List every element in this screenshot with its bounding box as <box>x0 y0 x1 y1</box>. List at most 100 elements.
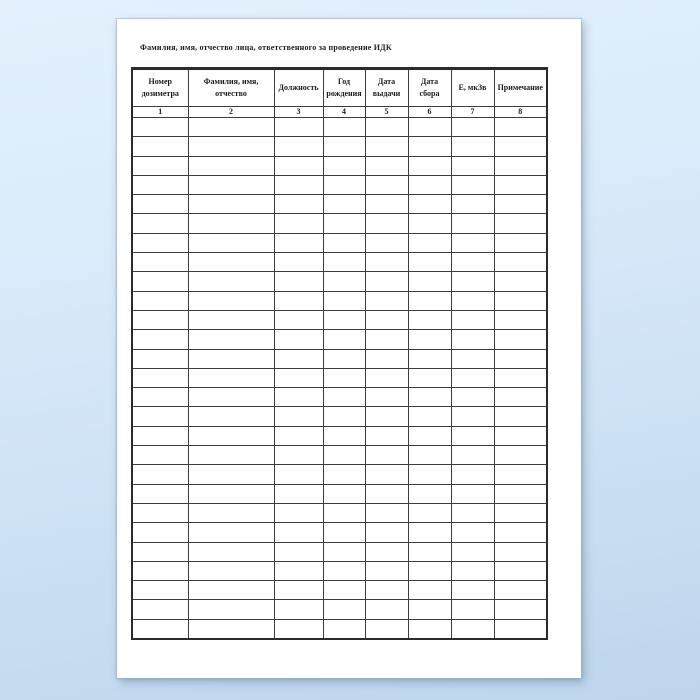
empty-cell <box>273 599 324 620</box>
empty-cell <box>364 618 409 640</box>
table-row <box>131 522 548 543</box>
empty-cell <box>450 502 495 524</box>
empty-cell <box>407 309 452 331</box>
table-row <box>131 271 548 292</box>
empty-cell <box>322 252 366 273</box>
empty-cell <box>322 232 366 254</box>
empty-cell <box>407 136 452 157</box>
empty-cell <box>131 329 189 350</box>
empty-cell <box>407 502 452 524</box>
empty-cell <box>493 445 548 466</box>
empty-cell <box>131 618 189 640</box>
table-row <box>131 194 548 215</box>
empty-cell <box>493 194 548 215</box>
empty-cell <box>364 290 409 311</box>
table-row <box>131 309 548 331</box>
empty-cell <box>322 329 366 350</box>
empty-cell <box>450 348 495 369</box>
empty-cell <box>493 560 548 582</box>
empty-cell <box>322 194 366 215</box>
empty-cell <box>364 213 409 234</box>
empty-cell <box>364 464 409 485</box>
empty-cell <box>493 367 548 389</box>
table-row <box>131 599 548 620</box>
empty-cell <box>493 136 548 157</box>
empty-cell <box>273 155 324 176</box>
table-row <box>131 174 548 196</box>
empty-cell <box>493 599 548 620</box>
table-row <box>131 464 548 485</box>
empty-cell <box>322 155 366 176</box>
empty-cell <box>273 290 324 311</box>
column-header-4: Год рождения <box>322 68 366 107</box>
empty-cell <box>450 387 495 408</box>
empty-cell <box>187 116 275 138</box>
empty-cell <box>407 290 452 311</box>
empty-cell <box>450 194 495 215</box>
empty-cell <box>322 367 366 389</box>
empty-cell <box>322 445 366 466</box>
column-number-5: 5 <box>364 106 409 118</box>
empty-cell <box>450 425 495 447</box>
empty-cell <box>407 406 452 427</box>
table-row <box>131 348 548 369</box>
empty-cell <box>187 174 275 196</box>
column-header-5: Дата выдачи <box>364 68 409 107</box>
empty-cell <box>450 290 495 311</box>
empty-cell <box>273 367 324 389</box>
empty-cell <box>131 174 189 196</box>
empty-cell <box>450 445 495 466</box>
empty-cell <box>187 483 275 504</box>
empty-cell <box>493 387 548 408</box>
empty-cell <box>450 309 495 331</box>
empty-cell <box>131 387 189 408</box>
column-number-6: 6 <box>407 106 452 118</box>
empty-cell <box>364 406 409 427</box>
column-number-1: 1 <box>131 106 189 118</box>
empty-cell <box>364 541 409 562</box>
empty-cell <box>493 502 548 524</box>
empty-cell <box>364 483 409 504</box>
empty-cell <box>364 599 409 620</box>
empty-cell <box>364 232 409 254</box>
column-header-1: Номер дозиметра <box>131 68 189 107</box>
empty-cell <box>493 580 548 601</box>
empty-cell <box>273 116 324 138</box>
empty-cell <box>493 522 548 543</box>
dosimeter-log-table: Номер дозиметра Фамилия, имя, отчество Дол… <box>131 67 548 641</box>
empty-cell <box>273 541 324 562</box>
empty-cell <box>493 116 548 138</box>
empty-cell <box>493 271 548 292</box>
table-row <box>131 387 548 408</box>
column-number-3: 3 <box>273 106 324 118</box>
empty-cell <box>322 425 366 447</box>
table-row <box>131 367 548 389</box>
column-number-4: 4 <box>322 106 366 118</box>
empty-cell <box>273 329 324 350</box>
empty-cell <box>187 367 275 389</box>
column-header-6: Дата сбора <box>407 68 452 107</box>
empty-cell <box>131 502 189 524</box>
empty-cell <box>187 136 275 157</box>
empty-cell <box>450 174 495 196</box>
empty-cell <box>493 464 548 485</box>
empty-cell <box>450 155 495 176</box>
empty-cell <box>187 502 275 524</box>
table-row <box>131 136 548 157</box>
empty-cell <box>407 194 452 215</box>
empty-cell <box>493 406 548 427</box>
column-header-3: Должность <box>273 68 324 107</box>
empty-cell <box>364 425 409 447</box>
empty-cell <box>364 560 409 582</box>
empty-cell <box>407 329 452 350</box>
empty-cell <box>131 116 189 138</box>
empty-cell <box>322 522 366 543</box>
empty-cell <box>364 387 409 408</box>
empty-cell <box>493 425 548 447</box>
table-row <box>131 580 548 601</box>
table-header-row: Номер дозиметра Фамилия, имя, отчество Дол… <box>131 68 548 107</box>
empty-cell <box>450 116 495 138</box>
empty-cell <box>364 348 409 369</box>
